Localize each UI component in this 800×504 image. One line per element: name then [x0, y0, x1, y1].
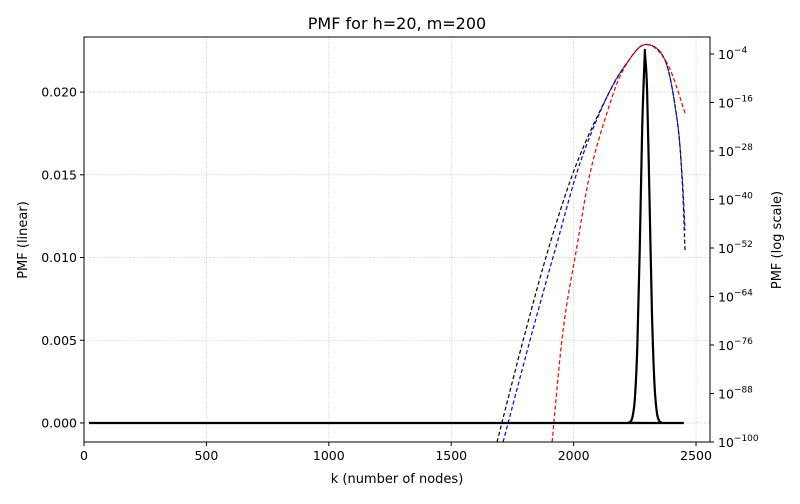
- y-right-tick-label: 10−16: [718, 94, 753, 110]
- y-left-tick-label: 0.015: [41, 167, 77, 182]
- series-line-right-1: [496, 43, 686, 442]
- y-axis-right: 10−4 10−16 10−28 10−40 10−52 10−64 10−76 10−88 1…: [710, 46, 759, 450]
- y-right-tick-label: 10−100: [718, 434, 759, 450]
- y-right-tick-label: 10−76: [718, 337, 753, 353]
- x-tick-label: 2500: [680, 448, 712, 463]
- x-axis: 0 500 1000 1500 2000 2500: [80, 442, 712, 463]
- x-tick-label: 1500: [435, 448, 467, 463]
- chart-title: PMF for h=20, m=200: [308, 14, 486, 33]
- series-line-left-0: [88, 48, 684, 425]
- x-tick-label: 1000: [313, 448, 345, 463]
- y-axis-right-label: PMF (log scale): [770, 191, 785, 289]
- grid: [83, 37, 710, 442]
- series-line-right-2: [502, 43, 686, 442]
- y-right-tick-label: 10−28: [718, 143, 753, 159]
- x-tick-label: 0: [80, 448, 88, 463]
- y-left-tick-label: 0.005: [41, 333, 77, 348]
- y-axis-left: 0.000 0.005 0.010 0.015 0.020: [41, 85, 84, 430]
- x-axis-label: k (number of nodes): [331, 472, 464, 487]
- y-right-tick-label: 10−52: [718, 240, 753, 256]
- series-line-right-3: [551, 43, 686, 442]
- y-right-tick-label: 10−40: [718, 191, 753, 207]
- y-left-tick-label: 0.010: [41, 250, 77, 265]
- y-left-tick-label: 0.000: [41, 415, 77, 430]
- x-tick-label: 500: [194, 448, 218, 463]
- y-right-tick-label: 10−64: [718, 288, 753, 304]
- plot-frame: [83, 36, 711, 443]
- x-tick-label: 2000: [558, 448, 590, 463]
- series-group: [88, 43, 686, 442]
- y-axis-left-label: PMF (linear): [16, 201, 31, 279]
- y-left-tick-label: 0.020: [41, 85, 77, 100]
- y-right-tick-label: 10−4: [718, 46, 747, 62]
- y-right-tick-label: 10−88: [718, 385, 753, 401]
